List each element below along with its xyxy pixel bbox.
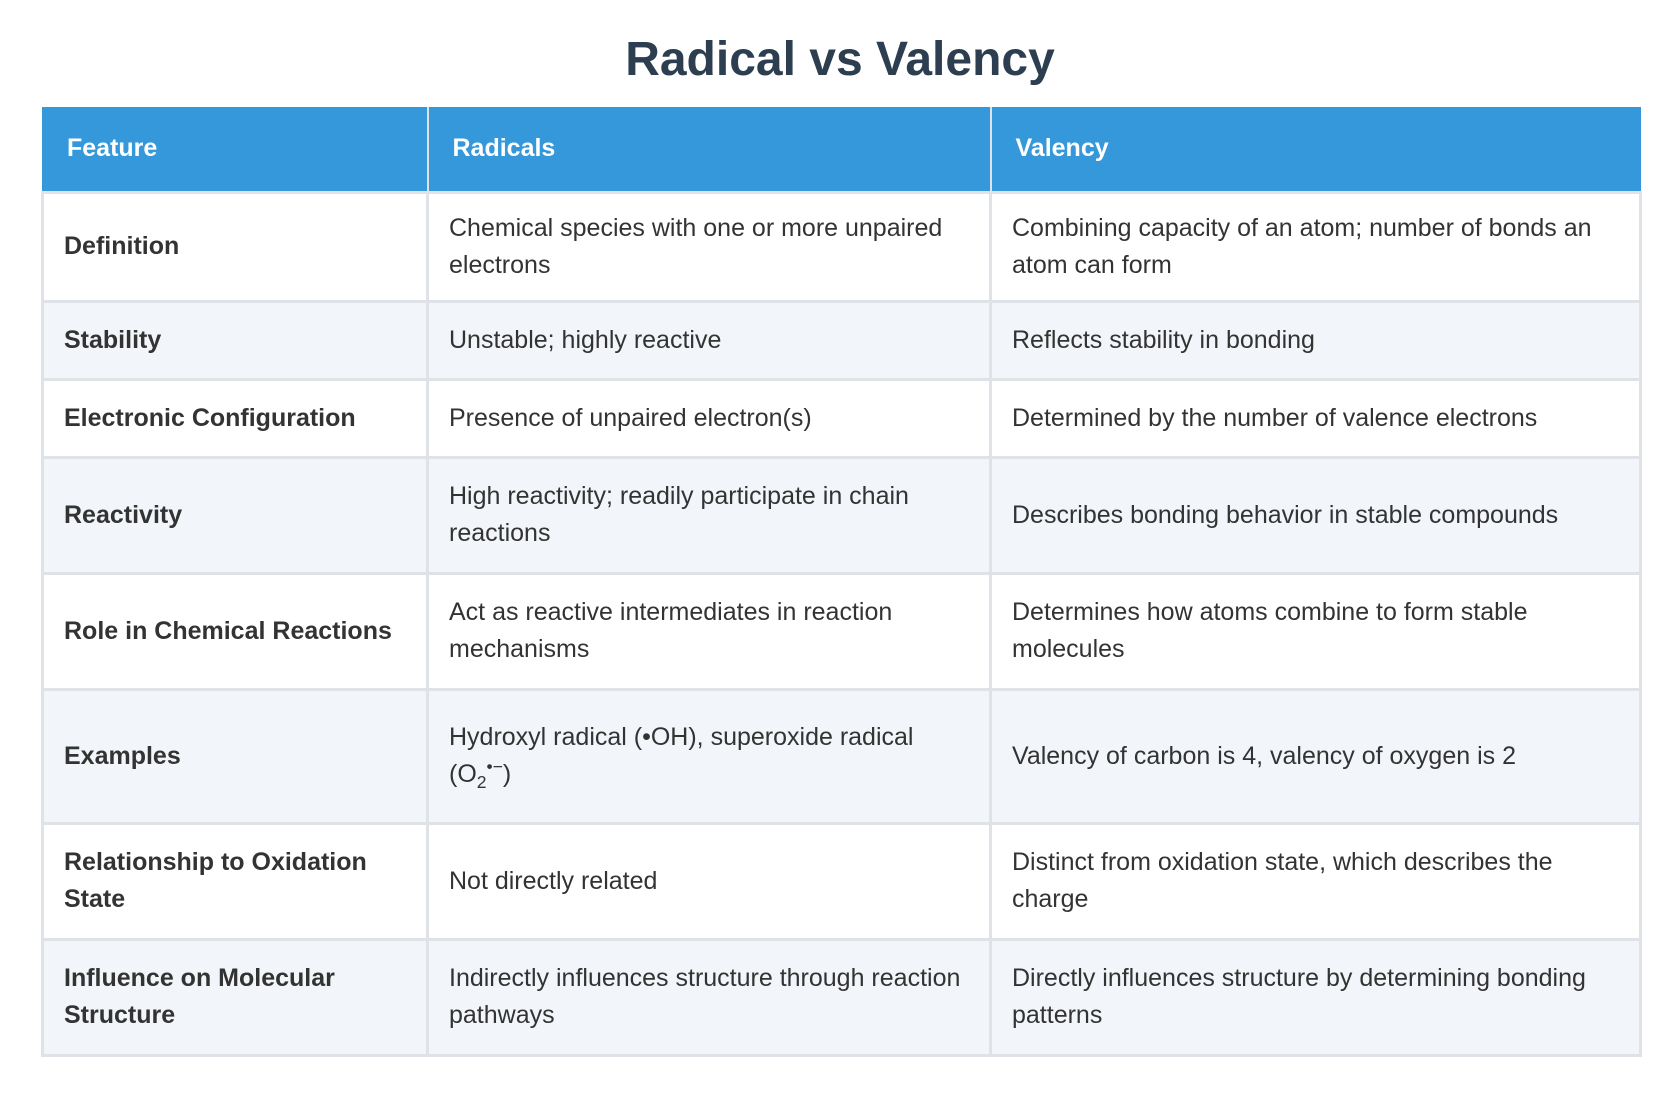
valency-cell: Directly influences structure by determi… bbox=[989, 937, 1642, 1057]
radicals-cell: Not directly related bbox=[426, 821, 992, 941]
radicals-cell: Unstable; highly reactive bbox=[426, 299, 992, 381]
subscript: 2 bbox=[476, 772, 487, 792]
feature-cell: Definition bbox=[41, 190, 429, 303]
valency-cell: Determined by the number of valence elec… bbox=[989, 377, 1642, 459]
valency-cell: Determines how atoms combine to form sta… bbox=[989, 571, 1642, 691]
feature-cell: Influence on Molecular Structure bbox=[41, 937, 429, 1057]
superscript: •− bbox=[486, 756, 503, 777]
radicals-cell: Chemical species with one or more unpair… bbox=[426, 190, 992, 303]
table-row: Role in Chemical Reactions Act as reacti… bbox=[41, 571, 1642, 691]
valency-cell: Describes bonding behavior in stable com… bbox=[989, 455, 1642, 575]
valency-cell: Reflects stability in bonding bbox=[989, 299, 1642, 381]
comparison-table: Feature Radicals Valency Definition Chem… bbox=[41, 107, 1642, 1057]
feature-cell: Examples bbox=[41, 687, 429, 825]
table-row: Reactivity High reactivity; readily part… bbox=[41, 455, 1642, 575]
radicals-cell: Act as reactive intermediates in reactio… bbox=[426, 571, 992, 691]
valency-cell: Distinct from oxidation state, which des… bbox=[989, 821, 1642, 941]
table-row: Electronic Configuration Presence of unp… bbox=[41, 377, 1642, 459]
feature-cell: Role in Chemical Reactions bbox=[41, 571, 429, 691]
radicals-cell: Presence of unpaired electron(s) bbox=[426, 377, 992, 459]
page-title: Radical vs Valency bbox=[625, 33, 1055, 86]
table-body: Definition Chemical species with one or … bbox=[41, 190, 1642, 1057]
radicals-cell: High reactivity; readily participate in … bbox=[426, 455, 992, 575]
table-row: Stability Unstable; highly reactive Refl… bbox=[41, 299, 1642, 381]
table-row: Examples Hydroxyl radical (•OH), superox… bbox=[41, 687, 1642, 825]
radicals-text: Hydroxyl radical (•OH), superoxide radic… bbox=[449, 723, 914, 788]
header-feature: Feature bbox=[42, 107, 429, 193]
table-row: Relationship to Oxidation State Not dire… bbox=[41, 821, 1642, 941]
radicals-text-end: ) bbox=[502, 760, 512, 788]
valency-cell: Combining capacity of an atom; number of… bbox=[989, 190, 1642, 303]
header-valency: Valency bbox=[989, 107, 1641, 193]
table-row: Influence on Molecular Structure Indirec… bbox=[41, 937, 1642, 1057]
header-row: Feature Radicals Valency bbox=[42, 107, 1641, 193]
feature-cell: Relationship to Oxidation State bbox=[41, 821, 429, 941]
feature-cell: Electronic Configuration bbox=[41, 377, 429, 459]
radicals-cell: Hydroxyl radical (•OH), superoxide radic… bbox=[426, 687, 992, 825]
header-radicals: Radicals bbox=[426, 107, 992, 193]
radicals-cell: Indirectly influences structure through … bbox=[426, 937, 992, 1057]
valency-cell: Valency of carbon is 4, valency of oxyge… bbox=[989, 687, 1642, 825]
table-row: Definition Chemical species with one or … bbox=[41, 190, 1642, 303]
table-header: Feature Radicals Valency bbox=[42, 107, 1641, 193]
feature-cell: Reactivity bbox=[41, 455, 429, 575]
feature-cell: Stability bbox=[41, 299, 429, 381]
